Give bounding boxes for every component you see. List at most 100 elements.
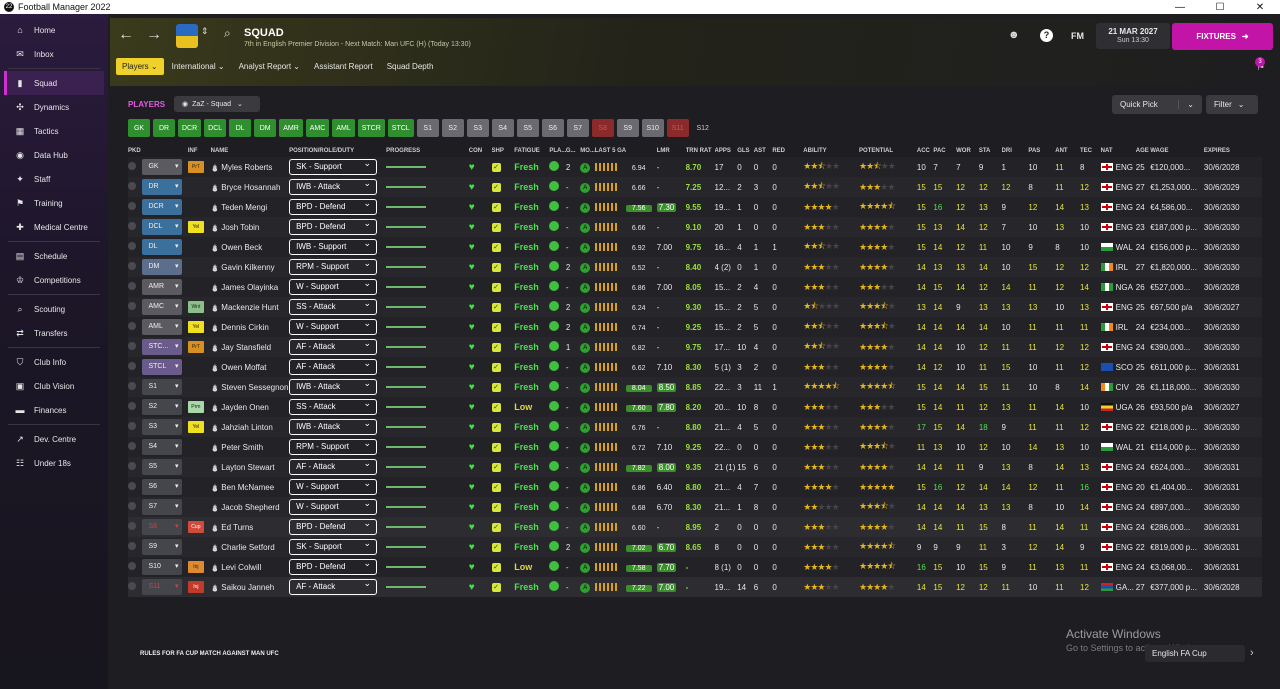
pick-radio[interactable] — [128, 442, 136, 450]
role-cell[interactable]: IWB - Support — [289, 237, 386, 257]
role-dropdown[interactable]: RPM - Support — [289, 437, 378, 455]
column-header[interactable]: GLS — [737, 147, 750, 154]
position-button-s12[interactable]: S12 — [696, 124, 709, 132]
column-header[interactable]: TEC — [1080, 147, 1093, 154]
pkd-cell[interactable] — [128, 577, 142, 597]
column-header[interactable]: AST — [753, 147, 766, 154]
column-header[interactable]: G... — [565, 147, 576, 154]
name-cell[interactable]: ⛄ Gavin Kilkenny — [211, 257, 289, 277]
role-cell[interactable]: BPD - Defend — [289, 217, 386, 237]
position-button-amc[interactable]: AMC — [305, 119, 330, 137]
role-dropdown[interactable]: AF - Attack — [289, 337, 378, 355]
position-button-s5[interactable]: S5 — [516, 119, 539, 137]
player-name[interactable]: Bryce Hosannah — [221, 182, 281, 192]
position-cell[interactable]: STC... — [142, 337, 187, 357]
role-dropdown[interactable]: W - Support — [289, 497, 378, 515]
column-header[interactable]: DRI — [1001, 147, 1012, 154]
status-badge[interactable]: Yel — [187, 421, 204, 433]
pkd-cell[interactable] — [128, 277, 142, 297]
name-cell[interactable]: ⛄ James Olayinka — [211, 277, 289, 297]
tab-squad-depth[interactable]: Squad Depth — [381, 58, 440, 75]
name-cell[interactable]: ⛄ Levi Colwill — [211, 557, 289, 577]
name-cell[interactable]: ⛄ Bryce Hosannah — [211, 177, 289, 197]
column-header[interactable]: RED — [772, 147, 785, 154]
position-cell[interactable]: S10 — [142, 557, 187, 577]
name-cell[interactable]: ⛄ Jay Stansfield — [211, 337, 289, 357]
fixtures-button[interactable]: FIXTURES ➜ — [1172, 23, 1273, 50]
player-name[interactable]: Levi Colwill — [221, 562, 262, 572]
column-header[interactable] — [626, 144, 657, 157]
pkd-cell[interactable] — [128, 197, 142, 217]
position-dropdown[interactable]: DM — [142, 259, 183, 275]
pick-radio[interactable] — [128, 562, 136, 570]
role-cell[interactable]: IWB - Attack — [289, 377, 386, 397]
status-badge[interactable]: PrT — [187, 161, 204, 173]
name-cell[interactable]: ⛄ Jayden Onen — [211, 397, 289, 417]
position-button-s1[interactable]: S1 — [416, 119, 439, 137]
position-dropdown[interactable]: DL — [142, 239, 183, 255]
sidebar-item-dev-centre[interactable]: ↗ Dev. Centre — [4, 427, 104, 451]
position-dropdown[interactable]: S4 — [142, 439, 183, 455]
position-cell[interactable]: AML — [142, 317, 187, 337]
sidebar-item-schedule[interactable]: ▤ Schedule — [4, 244, 104, 268]
name-cell[interactable]: ⛄ Josh Tobin — [211, 217, 289, 237]
column-header[interactable]: POTENTIAL — [859, 147, 894, 154]
column-header[interactable]: NAT — [1100, 147, 1113, 154]
position-dropdown[interactable]: S2 — [142, 399, 183, 415]
position-dropdown[interactable]: S10 — [142, 559, 183, 575]
position-button-s8[interactable]: S8 — [591, 119, 614, 137]
sidebar-item-squad[interactable]: ▮ Squad — [4, 71, 104, 95]
pick-radio[interactable] — [128, 202, 136, 210]
pick-radio[interactable] — [128, 362, 136, 370]
position-button-dcl[interactable]: DCL — [204, 119, 227, 137]
player-name[interactable]: Peter Smith — [221, 442, 264, 452]
player-name[interactable]: Jacob Shepherd — [221, 502, 280, 512]
fm-menu-button[interactable]: FM — [1071, 31, 1084, 41]
role-dropdown[interactable]: IWB - Attack — [289, 417, 378, 435]
role-dropdown[interactable]: BPD - Defend — [289, 557, 378, 575]
position-dropdown[interactable]: S7 — [142, 499, 183, 515]
role-cell[interactable]: AF - Attack — [289, 357, 386, 377]
sidebar-item-club-vision[interactable]: ▣ Club Vision — [4, 374, 104, 398]
role-cell[interactable]: AF - Attack — [289, 577, 386, 597]
position-cell[interactable]: DM — [142, 257, 187, 277]
column-header[interactable]: FATIGUE — [514, 147, 540, 154]
position-cell[interactable]: AMC — [142, 297, 187, 317]
name-cell[interactable]: ⛄ Jahziah Linton — [211, 417, 289, 437]
column-header[interactable]: PLA... — [549, 147, 566, 154]
pick-radio[interactable] — [128, 342, 136, 350]
status-badge[interactable]: Inj — [187, 581, 204, 593]
pick-radio[interactable] — [128, 282, 136, 290]
column-header[interactable]: TRN RAT — [685, 147, 712, 154]
name-cell[interactable]: ⛄ Ben McNamee — [211, 477, 289, 497]
role-cell[interactable]: AF - Attack — [289, 337, 386, 357]
next-arrow-icon[interactable]: › — [1250, 647, 1254, 659]
position-dropdown[interactable]: STCL — [142, 359, 183, 375]
close-button[interactable]: ✕ — [1255, 1, 1265, 13]
position-button-dcr[interactable]: DCR — [178, 119, 202, 137]
pick-radio[interactable] — [128, 422, 136, 430]
position-cell[interactable]: S7 — [142, 497, 187, 517]
column-header[interactable]: LAST 5 GAMES — [594, 147, 626, 154]
sidebar-item-inbox[interactable]: ✉ Inbox — [4, 42, 104, 66]
position-dropdown[interactable]: AMC — [142, 299, 183, 315]
role-dropdown[interactable]: IWB - Attack — [289, 177, 378, 195]
position-button-stcr[interactable]: STCR — [357, 119, 385, 137]
position-button-stcl[interactable]: STCL — [387, 119, 414, 137]
name-cell[interactable]: ⛄ Charlie Setford — [211, 537, 289, 557]
player-name[interactable]: James Olayinka — [221, 282, 279, 292]
position-dropdown[interactable]: S11 — [142, 579, 183, 595]
player-name[interactable]: Steven Sessegnon — [221, 382, 289, 392]
filter-button[interactable]: Filter ⌄ — [1206, 95, 1258, 114]
status-badge[interactable]: Yel — [187, 321, 204, 333]
column-header[interactable]: PROGRESS — [386, 147, 421, 154]
column-header[interactable]: INF — [187, 147, 198, 154]
help-icon[interactable]: ? — [1040, 29, 1053, 42]
